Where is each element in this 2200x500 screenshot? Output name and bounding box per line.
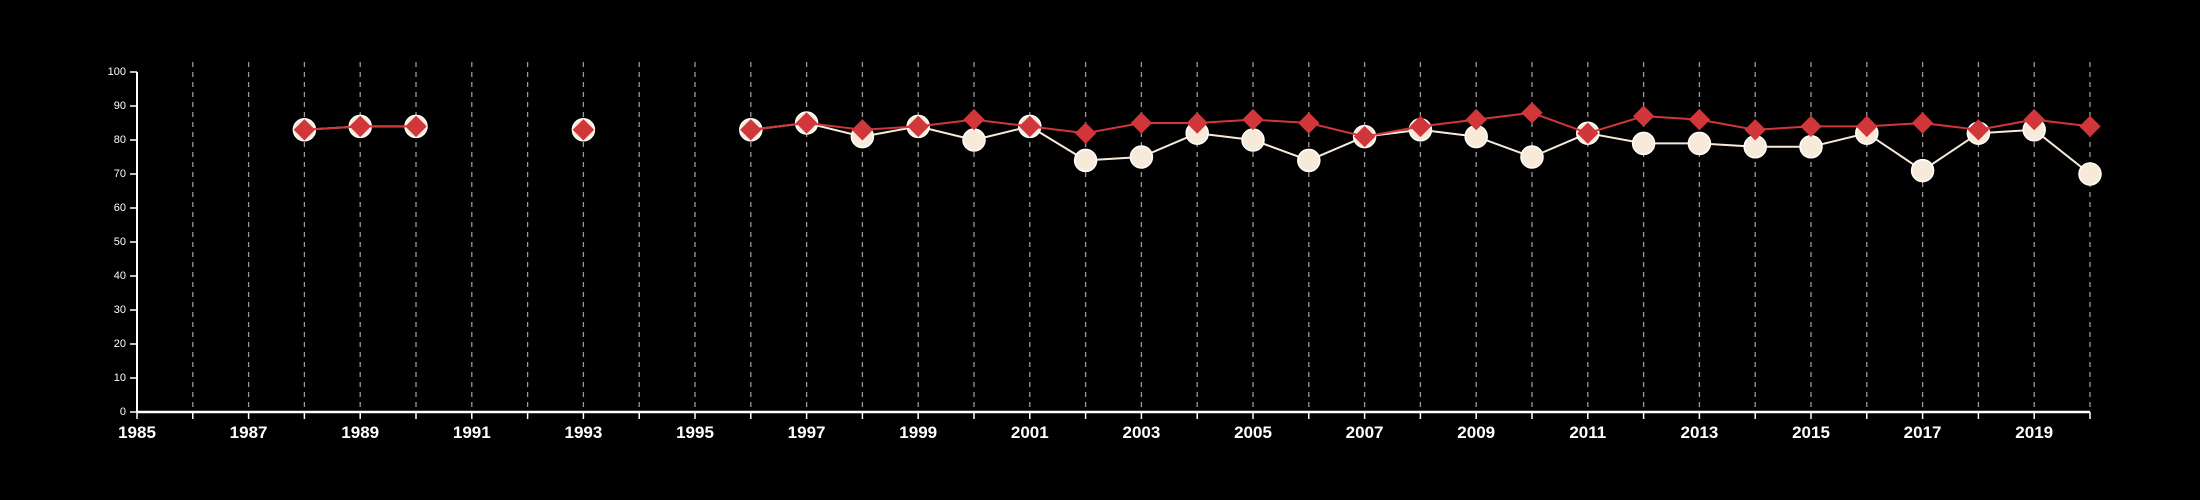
x-tick-label: 1987 — [230, 423, 268, 442]
y-tick-label: 80 — [114, 134, 126, 146]
y-tick-label: 10 — [114, 372, 126, 384]
y-tick-label: 70 — [114, 168, 126, 180]
data-point-diamond — [963, 108, 985, 131]
data-point-diamond — [1577, 122, 1599, 144]
y-tick-label: 20 — [114, 338, 126, 350]
data-point-circle — [1073, 148, 1098, 173]
data-point-diamond — [1967, 119, 1990, 141]
x-tick-label: 2019 — [2015, 423, 2053, 442]
data-point-diamond — [1632, 105, 1655, 127]
y-tick-label: 60 — [114, 202, 126, 214]
data-point-diamond — [1800, 115, 1822, 138]
x-tick-label: 2001 — [1011, 423, 1049, 442]
y-tick-label: 30 — [114, 304, 126, 316]
y-tick-label: 50 — [114, 236, 126, 248]
data-point-diamond — [1465, 108, 1487, 131]
data-point-diamond — [851, 119, 874, 141]
data-point-circle — [1631, 131, 1656, 156]
y-tick-label: 100 — [108, 66, 126, 78]
data-point-diamond — [1242, 108, 1264, 131]
grid-lines — [192, 62, 2091, 412]
y-tick-label: 40 — [114, 270, 126, 282]
x-tick-label: 1991 — [453, 423, 491, 442]
series-line-segment — [1978, 118, 2035, 131]
data-point-diamond — [795, 112, 818, 134]
series-line-segment — [1364, 125, 1421, 138]
x-tick-label: 1985 — [118, 423, 156, 442]
data-point-circle — [1520, 145, 1544, 169]
x-tick-label: 2009 — [1457, 423, 1495, 442]
data-point-diamond — [1019, 115, 1041, 138]
series-line-segment — [2033, 129, 2091, 175]
series-line-segment — [1308, 122, 1365, 138]
x-tick-label: 2005 — [1234, 423, 1272, 442]
data-point-circle — [1799, 135, 1823, 159]
data-point-diamond — [293, 119, 316, 141]
data-point-circle — [1910, 158, 1935, 183]
data-point-circle — [1241, 128, 1265, 152]
x-tick-label: 1995 — [676, 423, 714, 442]
x-tick-label: 1999 — [899, 423, 937, 442]
data-point-diamond — [1353, 125, 1376, 148]
data-point-circle — [1297, 148, 1321, 173]
data-point-circle — [962, 128, 986, 152]
data-point-diamond — [1688, 108, 1711, 131]
data-point-diamond — [1911, 112, 1934, 134]
series-red — [293, 102, 2101, 148]
data-point-circle — [2078, 162, 2102, 186]
data-point-diamond — [2079, 115, 2101, 138]
data-point-diamond — [740, 119, 762, 141]
data-point-diamond — [405, 115, 427, 138]
data-point-diamond — [1744, 119, 1766, 141]
data-point-diamond — [1298, 112, 1320, 134]
x-tick-label: 2017 — [1904, 423, 1942, 442]
series-line-segment — [1699, 118, 1756, 131]
x-tick-label: 1997 — [788, 423, 826, 442]
x-tick-label: 1989 — [341, 423, 379, 442]
y-tick-label: 90 — [114, 100, 126, 112]
series-line-segment — [1085, 122, 1142, 135]
x-tick-label: 2015 — [1792, 423, 1830, 442]
x-tick-label: 1993 — [564, 423, 602, 442]
data-point-diamond — [1186, 112, 1208, 134]
data-point-diamond — [907, 115, 929, 138]
data-point-diamond — [349, 115, 371, 138]
data-point-diamond — [1409, 115, 1432, 138]
x-tick-label: 2013 — [1680, 423, 1718, 442]
series-line-segment — [1587, 115, 1644, 135]
data-point-diamond — [572, 119, 595, 141]
data-point-diamond — [1521, 102, 1543, 124]
data-point-diamond — [1856, 115, 1878, 138]
x-tick-label: 2003 — [1122, 423, 1160, 442]
series-line-segment — [1531, 111, 1589, 135]
data-point-diamond — [2023, 108, 2045, 131]
x-tick-label: 2011 — [1569, 423, 1606, 442]
data-point-circle — [1129, 145, 1154, 169]
axes: 0 10 20 30 40 50 60 70 80 90 100 1985 1987 1989 1991 19… — [108, 66, 2091, 442]
data-point-circle — [1687, 131, 1712, 156]
y-tick-label: 0 — [120, 406, 126, 418]
data-point-diamond — [1130, 112, 1153, 134]
data-point-diamond — [1074, 122, 1097, 144]
x-tick-label: 2007 — [1346, 423, 1384, 442]
